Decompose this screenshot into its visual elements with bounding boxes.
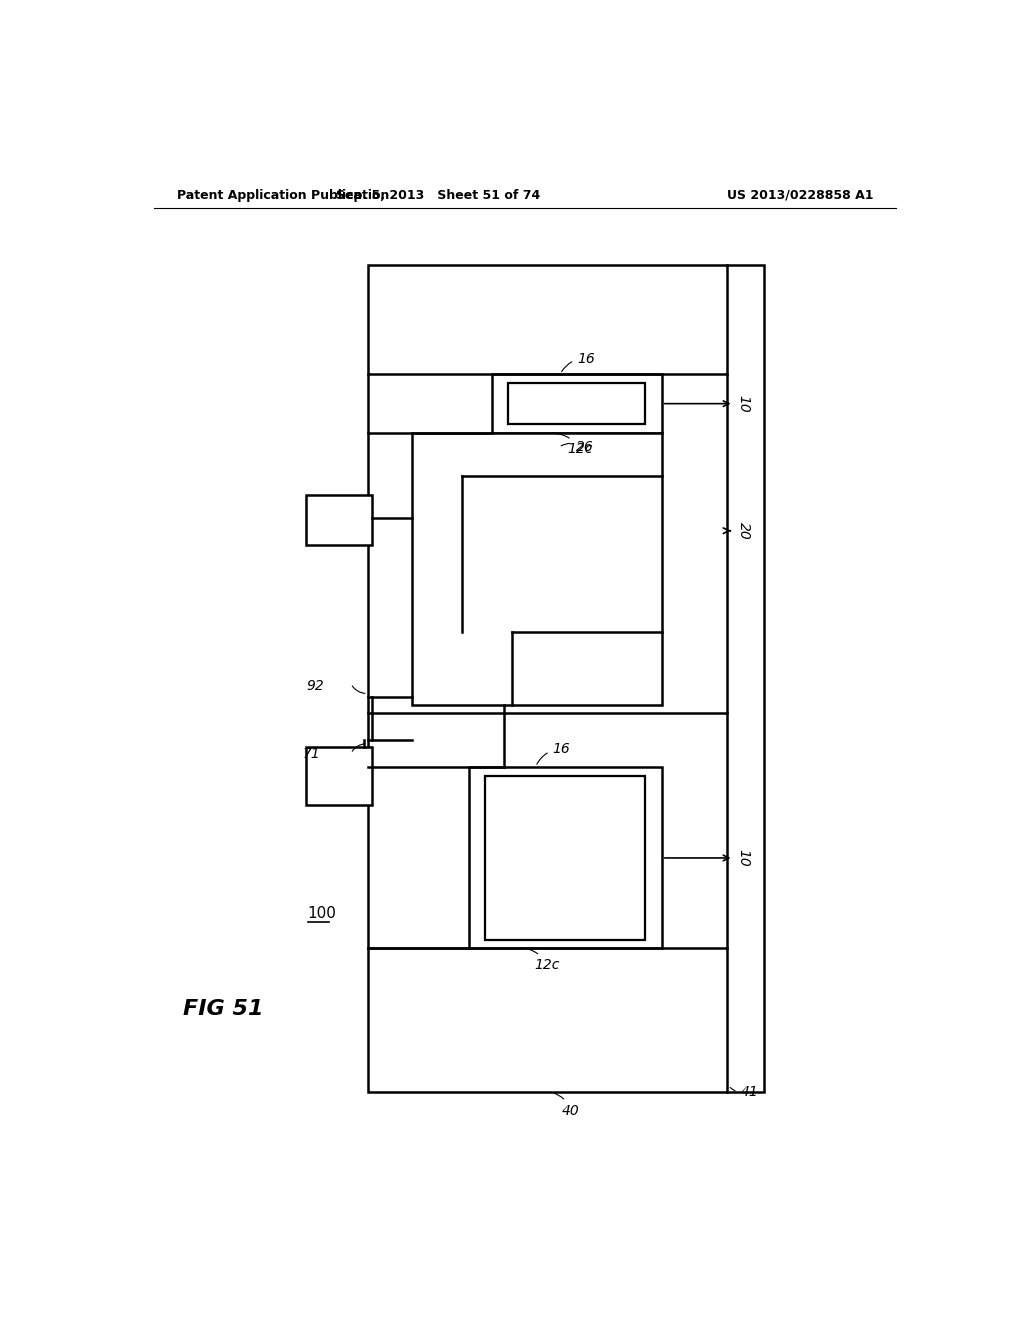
Bar bbox=[368, 264, 764, 1092]
Text: 12c: 12c bbox=[552, 433, 593, 457]
Bar bbox=[508, 383, 645, 424]
Text: 16: 16 bbox=[537, 742, 570, 764]
Bar bbox=[484, 776, 645, 940]
Bar bbox=[469, 767, 662, 948]
Bar bbox=[412, 433, 662, 705]
Text: 100: 100 bbox=[307, 906, 337, 921]
Text: Sep. 5, 2013   Sheet 51 of 74: Sep. 5, 2013 Sheet 51 of 74 bbox=[337, 189, 541, 202]
Text: 26: 26 bbox=[561, 440, 593, 454]
Text: Patent Application Publication: Patent Application Publication bbox=[177, 189, 389, 202]
Bar bbox=[493, 374, 662, 433]
Text: 10: 10 bbox=[736, 395, 751, 413]
Text: 92: 92 bbox=[306, 678, 324, 693]
Bar bbox=[306, 747, 372, 805]
Text: 40: 40 bbox=[551, 1092, 580, 1118]
Text: 20: 20 bbox=[736, 521, 751, 540]
Text: 71: 71 bbox=[302, 747, 321, 760]
Text: 16: 16 bbox=[561, 351, 595, 372]
Text: 12c: 12c bbox=[520, 948, 560, 973]
Text: FIG 51: FIG 51 bbox=[183, 999, 263, 1019]
Text: US 2013/0228858 A1: US 2013/0228858 A1 bbox=[727, 189, 873, 202]
Bar bbox=[306, 495, 372, 545]
Text: 41: 41 bbox=[730, 1085, 758, 1098]
Text: 10: 10 bbox=[736, 849, 751, 867]
